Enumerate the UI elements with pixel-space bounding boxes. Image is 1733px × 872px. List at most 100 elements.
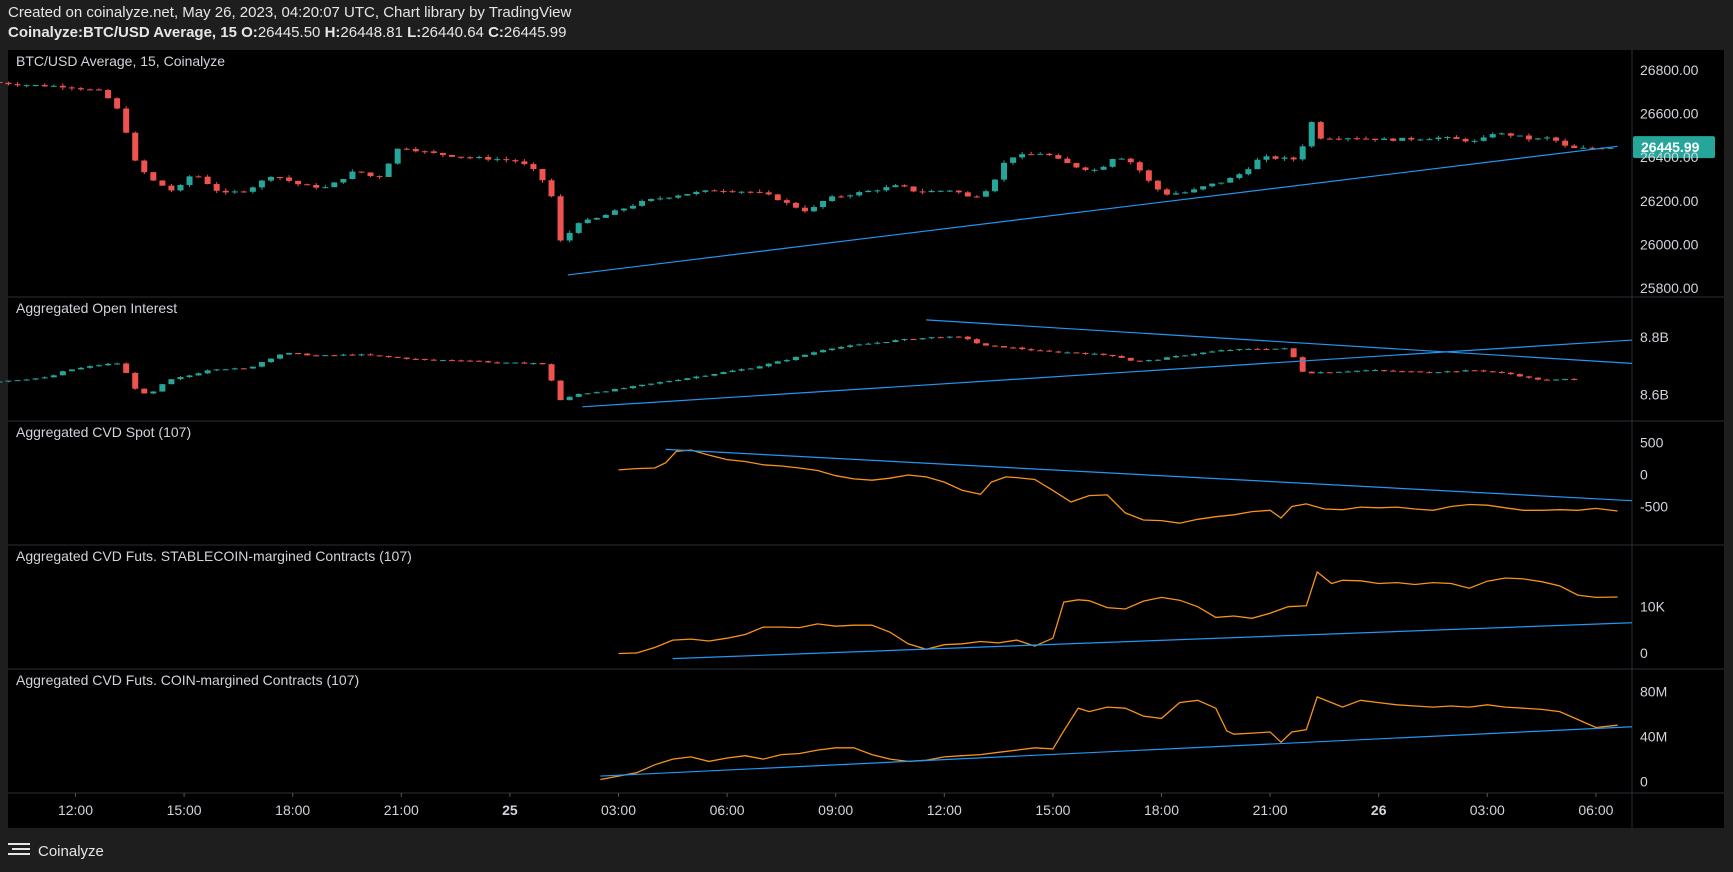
high-value: 26448.81 bbox=[340, 24, 403, 41]
candle-body bbox=[467, 360, 474, 362]
candle-body bbox=[295, 352, 302, 354]
candle-body bbox=[1571, 378, 1578, 380]
x-tick-label: 06:00 bbox=[1578, 802, 1613, 818]
candle-body bbox=[865, 190, 872, 193]
candle-body bbox=[648, 198, 655, 201]
candle-body bbox=[584, 393, 591, 395]
candle-body bbox=[1607, 147, 1614, 149]
candle-body bbox=[675, 195, 682, 198]
candle-body bbox=[765, 363, 772, 367]
candle-body bbox=[1363, 370, 1370, 372]
candle-body bbox=[593, 392, 600, 394]
candle-body bbox=[1480, 370, 1487, 372]
y-tick-label: 0 bbox=[1640, 645, 1648, 661]
candle-body bbox=[195, 373, 202, 376]
candle-body bbox=[68, 369, 75, 372]
candle-body bbox=[1317, 122, 1324, 139]
candle-body bbox=[611, 210, 618, 215]
candle-body bbox=[919, 338, 926, 340]
candle-body bbox=[448, 360, 455, 362]
candle-body bbox=[448, 154, 455, 157]
candle-body bbox=[548, 180, 555, 197]
candle-body bbox=[394, 356, 401, 358]
pane-title: Aggregated CVD Futs. STABLECOIN-margined… bbox=[16, 548, 412, 564]
candle-body bbox=[838, 346, 845, 349]
candle-body bbox=[856, 344, 863, 346]
pane-title: BTC/USD Average, 15, Coinalyze bbox=[16, 53, 225, 69]
candle-body bbox=[1145, 360, 1152, 362]
candle-body bbox=[1037, 153, 1044, 155]
candle-body bbox=[675, 379, 682, 382]
y-tick-label: 0 bbox=[1640, 466, 1648, 482]
footer-brand[interactable]: Coinalyze bbox=[8, 842, 104, 860]
candle-body bbox=[955, 336, 962, 338]
candle-body bbox=[901, 339, 908, 341]
candle-body bbox=[141, 388, 148, 394]
candle-body bbox=[657, 382, 664, 384]
candle-body bbox=[829, 348, 836, 351]
candle-body bbox=[421, 358, 428, 360]
candle-body bbox=[1344, 371, 1351, 373]
candle-body bbox=[349, 171, 356, 180]
candle-body bbox=[964, 336, 971, 340]
candle-body bbox=[1317, 372, 1324, 374]
candle-body bbox=[222, 369, 229, 371]
candle-body bbox=[1335, 138, 1342, 140]
candle-body bbox=[150, 172, 157, 181]
candle-body bbox=[1281, 348, 1288, 350]
pane-title: Aggregated CVD Futs. COIN-margined Contr… bbox=[16, 672, 359, 688]
candle-body bbox=[1055, 351, 1062, 353]
candle-body bbox=[1209, 351, 1216, 353]
candle-body bbox=[340, 179, 347, 183]
candle-body bbox=[86, 366, 93, 368]
candle-body bbox=[711, 190, 718, 192]
candle-body bbox=[1191, 354, 1198, 356]
candle-body bbox=[539, 363, 546, 365]
candle-body bbox=[1471, 140, 1478, 142]
candle-body bbox=[385, 163, 392, 177]
candle-body bbox=[1335, 371, 1342, 373]
candle-body bbox=[1172, 356, 1179, 358]
candle-body bbox=[1408, 371, 1415, 373]
candle-body bbox=[1118, 158, 1125, 160]
candle-body bbox=[503, 362, 510, 364]
candle-body bbox=[530, 164, 537, 169]
candle-body bbox=[494, 159, 501, 161]
x-tick-label: 18:00 bbox=[275, 802, 310, 818]
last-price-badge bbox=[1633, 136, 1715, 159]
candle-body bbox=[629, 386, 636, 389]
candle-body bbox=[1127, 357, 1134, 361]
candle-body bbox=[240, 191, 247, 193]
candle-body bbox=[756, 191, 763, 193]
candle-body bbox=[1408, 137, 1415, 140]
candle-body bbox=[1218, 182, 1225, 184]
candle-body bbox=[539, 168, 546, 181]
candle-body bbox=[747, 368, 754, 370]
candle-body bbox=[1272, 348, 1279, 350]
candle-body bbox=[5, 82, 12, 85]
open-value: 26445.50 bbox=[257, 24, 321, 41]
cvd-series-line bbox=[618, 449, 1618, 524]
x-tick-label: 06:00 bbox=[710, 802, 745, 818]
candle-body bbox=[1019, 347, 1026, 350]
candle-body bbox=[1381, 138, 1388, 140]
candle-body bbox=[684, 194, 691, 196]
y-tick-label: 26400.00 bbox=[1640, 149, 1699, 165]
candle-body bbox=[566, 396, 573, 401]
candle-body bbox=[1381, 370, 1388, 372]
candle-body bbox=[639, 384, 646, 387]
candle-body bbox=[928, 337, 935, 339]
candle-body bbox=[657, 198, 664, 200]
candle-body bbox=[14, 84, 21, 86]
candle-body bbox=[1182, 355, 1189, 357]
high-label: H: bbox=[324, 24, 341, 41]
candle-body bbox=[720, 372, 727, 374]
candle-body bbox=[1435, 137, 1442, 140]
candle-body bbox=[666, 197, 673, 199]
candle-body bbox=[77, 367, 84, 370]
candle-body bbox=[620, 388, 627, 390]
low-label: L: bbox=[407, 24, 422, 41]
candle-body bbox=[50, 85, 57, 87]
created-line: Created on coinalyze.net, May 26, 2023, … bbox=[8, 4, 572, 21]
